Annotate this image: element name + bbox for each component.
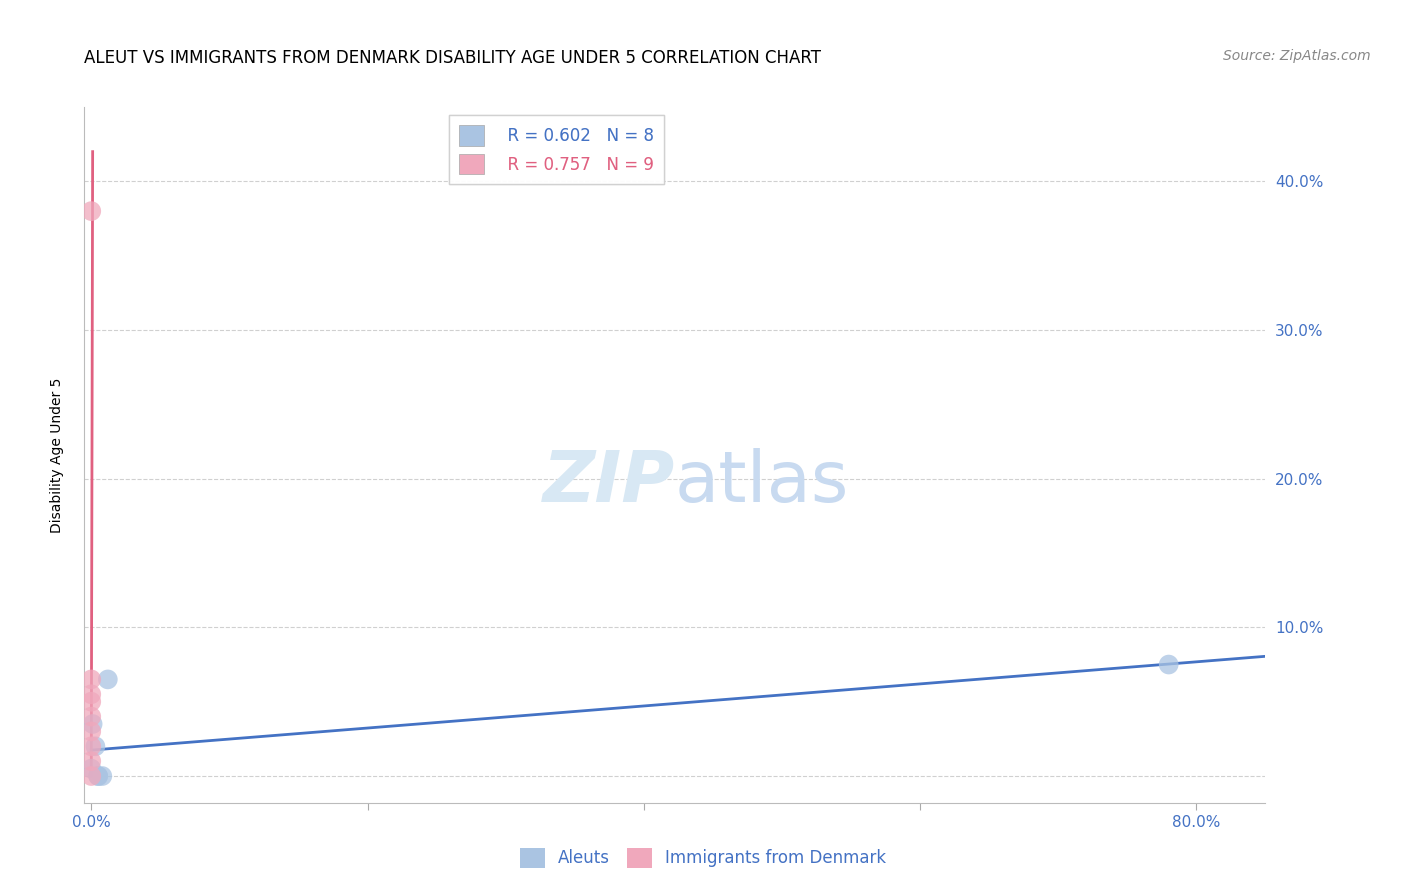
Point — [84, 739, 107, 754]
Text: ZIP: ZIP — [543, 449, 675, 517]
Point — [80, 762, 103, 776]
Point — [82, 717, 104, 731]
Legend: Aleuts, Immigrants from Denmark: Aleuts, Immigrants from Denmark — [513, 841, 893, 875]
Point — [80, 769, 103, 783]
Text: Source: ZipAtlas.com: Source: ZipAtlas.com — [1223, 49, 1371, 63]
Point — [97, 673, 120, 687]
Point — [80, 739, 103, 754]
Point — [87, 769, 110, 783]
Point — [80, 695, 103, 709]
Point — [91, 769, 114, 783]
Point — [80, 709, 103, 723]
Point — [80, 754, 103, 768]
Point — [87, 769, 110, 783]
Point — [80, 673, 103, 687]
Point — [80, 724, 103, 739]
Y-axis label: Disability Age Under 5: Disability Age Under 5 — [49, 377, 63, 533]
Point — [80, 204, 103, 219]
Legend:   R = 0.602   N = 8,   R = 0.757   N = 9: R = 0.602 N = 8, R = 0.757 N = 9 — [449, 115, 665, 185]
Text: ALEUT VS IMMIGRANTS FROM DENMARK DISABILITY AGE UNDER 5 CORRELATION CHART: ALEUT VS IMMIGRANTS FROM DENMARK DISABIL… — [84, 49, 821, 67]
Text: atlas: atlas — [675, 449, 849, 517]
Point — [80, 687, 103, 701]
Point — [1157, 657, 1180, 672]
